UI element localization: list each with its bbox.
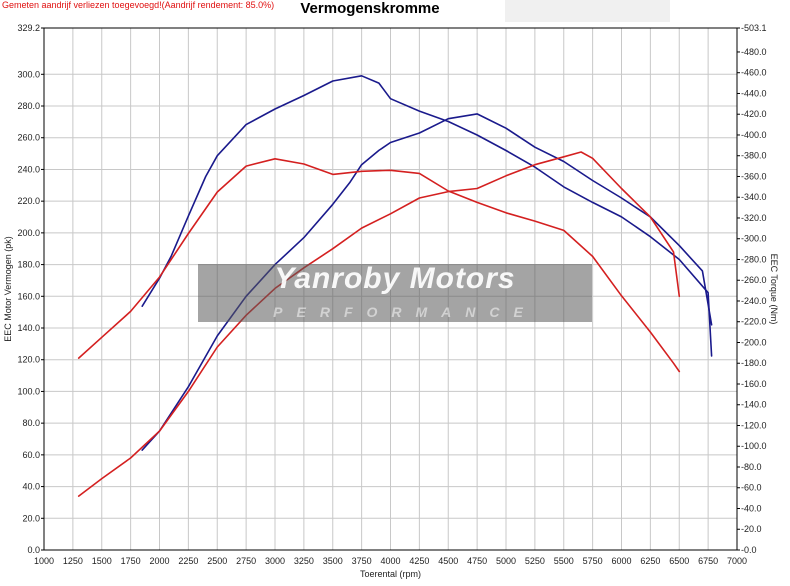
x-tick-label: 1750 [121, 556, 141, 566]
x-tick-label: 5250 [525, 556, 545, 566]
y-tick-label: 160.0 [17, 291, 40, 301]
y2-tick-label: -460.0 [741, 68, 767, 78]
x-tick-label: 6500 [669, 556, 689, 566]
x-tick-label: 2500 [207, 556, 227, 566]
legend-box [505, 0, 670, 22]
y-tick-label: 60.0 [22, 450, 40, 460]
y2-tick-label: -420.0 [741, 109, 767, 119]
y2-tick-label: -40.0 [741, 503, 762, 513]
y-tick-label: 329.2 [17, 23, 40, 33]
y-tick-label: 200.0 [17, 228, 40, 238]
y2-tick-label: -200.0 [741, 337, 767, 347]
y-tick-label: 120.0 [17, 355, 40, 365]
y2-tick-label: -100.0 [741, 441, 767, 451]
y2-tick-label: -20.0 [741, 524, 762, 534]
x-axis-label: Toerental (rpm) [360, 569, 421, 579]
y2-tick-label: -503.1 [741, 23, 767, 33]
y2-tick-label: -320.0 [741, 213, 767, 223]
y2-tick-label: -140.0 [741, 400, 767, 410]
watermark-main-text: Yanroby Motors [274, 262, 516, 295]
x-tick-label: 3250 [294, 556, 314, 566]
x-tick-label: 1500 [92, 556, 112, 566]
y-tick-label: 20.0 [22, 513, 40, 523]
y2-tick-label: -120.0 [741, 420, 767, 430]
x-tick-label: 6000 [611, 556, 631, 566]
y2-tick-label: -400.0 [741, 130, 767, 140]
x-tick-label: 2250 [178, 556, 198, 566]
y2-tick-label: -60.0 [741, 483, 762, 493]
plot-frame [43, 27, 738, 551]
tick-labels: 1000 1250 1500 1750 2000 2250 2500 2750 3000 3250… [17, 23, 766, 566]
x-tick-label: 4500 [438, 556, 458, 566]
x-tick-label: 6250 [640, 556, 660, 566]
y-tick-label: 220.0 [17, 196, 40, 206]
x-tick-label: 4750 [467, 556, 487, 566]
x-tick-label: 2000 [149, 556, 169, 566]
x-tick-label: 3750 [352, 556, 372, 566]
x-tick-label: 3500 [323, 556, 343, 566]
y-tick-label: 280.0 [17, 101, 40, 111]
y2-tick-label: -0.0 [741, 545, 757, 555]
watermark: Yanroby Motors PERFORMANCE [198, 262, 592, 322]
y2-tick-label: -180.0 [741, 358, 767, 368]
x-tick-label: 4000 [380, 556, 400, 566]
chart-title: Vermogenskromme [300, 0, 440, 17]
x-tick-label: 4250 [409, 556, 429, 566]
series-line-4 [77, 158, 681, 373]
y2-tick-label: -380.0 [741, 151, 767, 161]
y2-tick-label: -480.0 [741, 47, 767, 57]
y2-axis-label: EEC Torque (Nm) [769, 254, 779, 325]
x-tick-label: 7000 [727, 556, 747, 566]
y2-tick-label: -340.0 [741, 192, 767, 202]
x-tick-label: 5000 [496, 556, 516, 566]
y2-tick-label: -80.0 [741, 462, 762, 472]
y-tick-label: 100.0 [17, 386, 40, 396]
y2-tick-label: -260.0 [741, 275, 767, 285]
y2-tick-label: -220.0 [741, 317, 767, 327]
y2-tick-label: -360.0 [741, 171, 767, 181]
watermark-sub-text: PERFORMANCE [273, 304, 537, 320]
y-tick-label: 240.0 [17, 164, 40, 174]
calibration-note: Gemeten aandrijf verliezen toegevoegd!(A… [2, 0, 275, 10]
y-tick-label: 180.0 [17, 260, 40, 270]
y-tick-label: 80.0 [22, 418, 40, 428]
x-tick-label: 5500 [554, 556, 574, 566]
x-tick-label: 3000 [265, 556, 285, 566]
y2-tick-label: -160.0 [741, 379, 767, 389]
y-axis-label: EEC Motor Vermogen (pk) [3, 236, 13, 342]
x-tick-label: 1250 [63, 556, 83, 566]
series-line-2 [141, 75, 713, 357]
x-tick-label: 6750 [698, 556, 718, 566]
y-tick-label: 0.0 [27, 545, 40, 555]
y-tick-label: 140.0 [17, 323, 40, 333]
x-tick-label: 2750 [236, 556, 256, 566]
y-tick-label: 300.0 [17, 69, 40, 79]
y-tick-label: 260.0 [17, 133, 40, 143]
y2-tick-label: -280.0 [741, 254, 767, 264]
y-tick-label: 40.0 [22, 482, 40, 492]
y2-tick-label: -300.0 [741, 234, 767, 244]
series-line-3 [77, 151, 681, 497]
x-tick-label: 1000 [34, 556, 54, 566]
x-tick-label: 5750 [583, 556, 603, 566]
y2-tick-label: -440.0 [741, 88, 767, 98]
y2-tick-label: -240.0 [741, 296, 767, 306]
